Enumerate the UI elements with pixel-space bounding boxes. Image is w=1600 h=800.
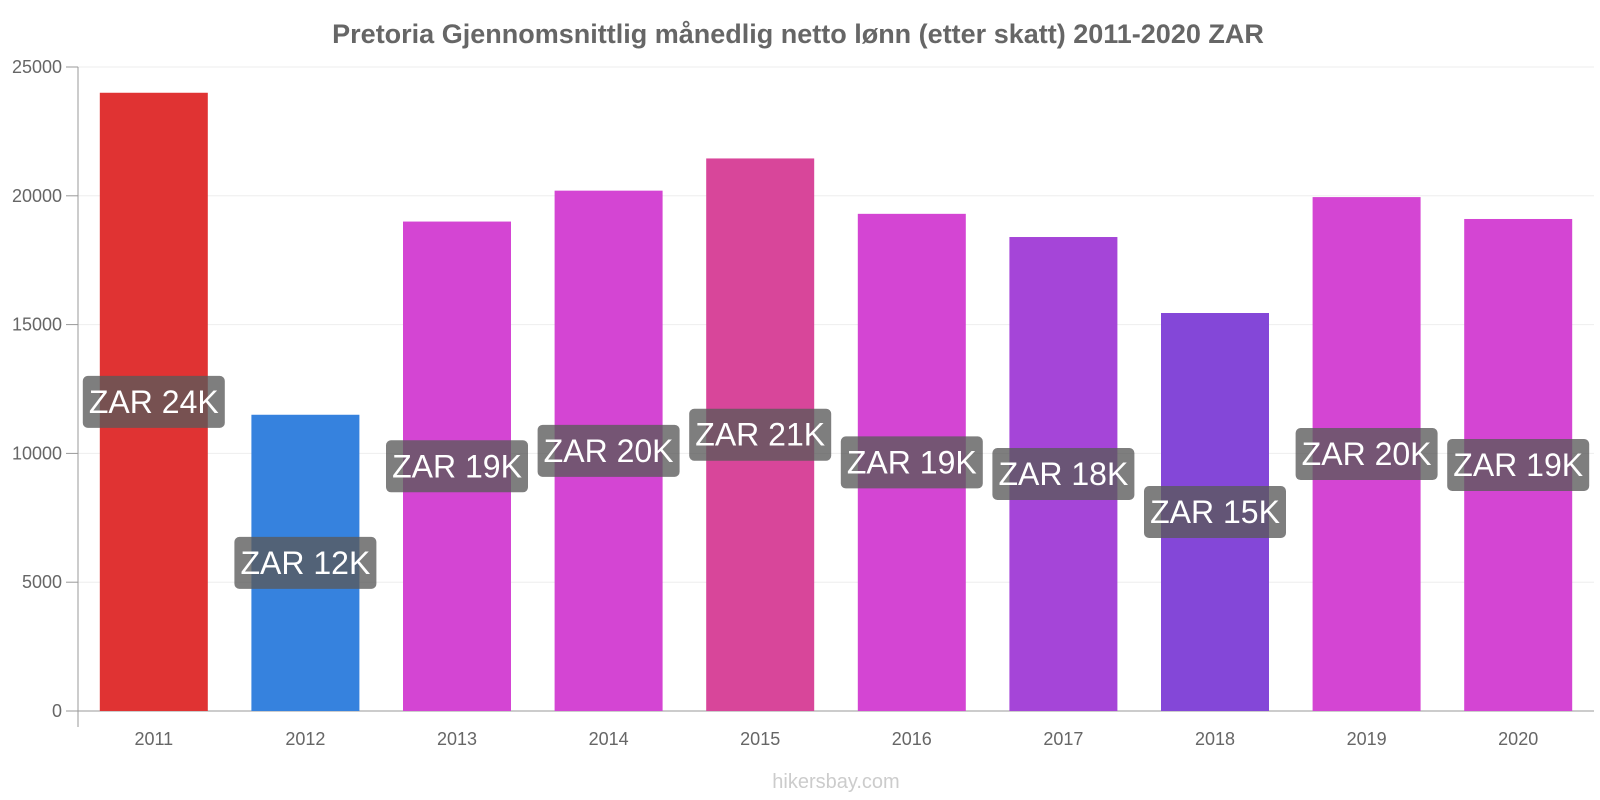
data-label-box: [1447, 438, 1590, 491]
data-label-box: [840, 436, 983, 489]
x-tick-label: 2011: [134, 729, 173, 749]
data-label-text: ZAR 21K: [695, 417, 825, 453]
data-label-text: ZAR 20K: [1302, 436, 1432, 472]
data-label-2015: ZAR 21K: [689, 408, 832, 461]
data-labels: ZAR 24K ZAR 12K ZAR 19K ZAR 20K ZAR 21K ZAR 1…: [82, 375, 1590, 589]
data-label-box: [82, 375, 225, 428]
axes: 0 5000 10000 15000 20000 25000 2011 2012 2013 201…: [12, 57, 1594, 749]
chart-title: Pretoria Gjennomsnittlig månedlig netto …: [332, 19, 1264, 49]
data-label-box: [992, 448, 1135, 501]
x-tick-label: 2020: [1498, 729, 1538, 749]
x-tick-label: 2012: [285, 729, 325, 749]
data-label-2020: ZAR 19K: [1447, 438, 1590, 491]
data-label-text: ZAR 18K: [998, 456, 1128, 492]
data-label-2019: ZAR 20K: [1295, 428, 1438, 481]
y-tick-label: 0: [52, 701, 62, 721]
x-tick-label: 2018: [1195, 729, 1235, 749]
data-label-2013: ZAR 19K: [386, 440, 528, 493]
data-label-box: [537, 424, 680, 477]
x-tick-label: 2015: [740, 729, 780, 749]
data-label-2017: ZAR 18K: [992, 448, 1135, 501]
data-label-text: ZAR 24K: [89, 384, 219, 420]
data-label-2014: ZAR 20K: [537, 424, 680, 477]
y-tick-label: 25000: [12, 57, 62, 77]
data-label-box: [1295, 428, 1438, 481]
bars: [99, 92, 1573, 712]
data-label-2018: ZAR 15K: [1144, 486, 1286, 539]
data-label-text: ZAR 12K: [240, 545, 370, 581]
data-label-box: [689, 408, 832, 461]
y-tick-label: 15000: [12, 315, 62, 335]
data-label-box: [1144, 486, 1286, 539]
y-tick-label: 5000: [22, 572, 62, 592]
data-label-text: ZAR 15K: [1150, 494, 1280, 530]
data-label-2016: ZAR 19K: [840, 436, 983, 489]
data-label-2012: ZAR 12K: [234, 536, 377, 589]
data-label-text: ZAR 19K: [392, 448, 522, 484]
data-label-box: [234, 536, 377, 589]
source-credit: hikersbay.com: [772, 771, 899, 793]
y-tick-label: 20000: [12, 186, 62, 206]
x-tick-label: 2014: [589, 729, 629, 749]
data-label-text: ZAR 19K: [1453, 447, 1583, 483]
y-tick-label: 10000: [12, 443, 62, 463]
x-tick-label: 2016: [892, 729, 932, 749]
data-label-text: ZAR 20K: [544, 433, 674, 469]
x-tick-label: 2017: [1043, 729, 1083, 749]
data-label-box: [386, 440, 528, 493]
data-label-2011: ZAR 24K: [82, 375, 225, 428]
x-tick-label: 2019: [1347, 729, 1387, 749]
data-label-text: ZAR 19K: [847, 444, 977, 480]
x-tick-label: 2013: [437, 729, 477, 749]
